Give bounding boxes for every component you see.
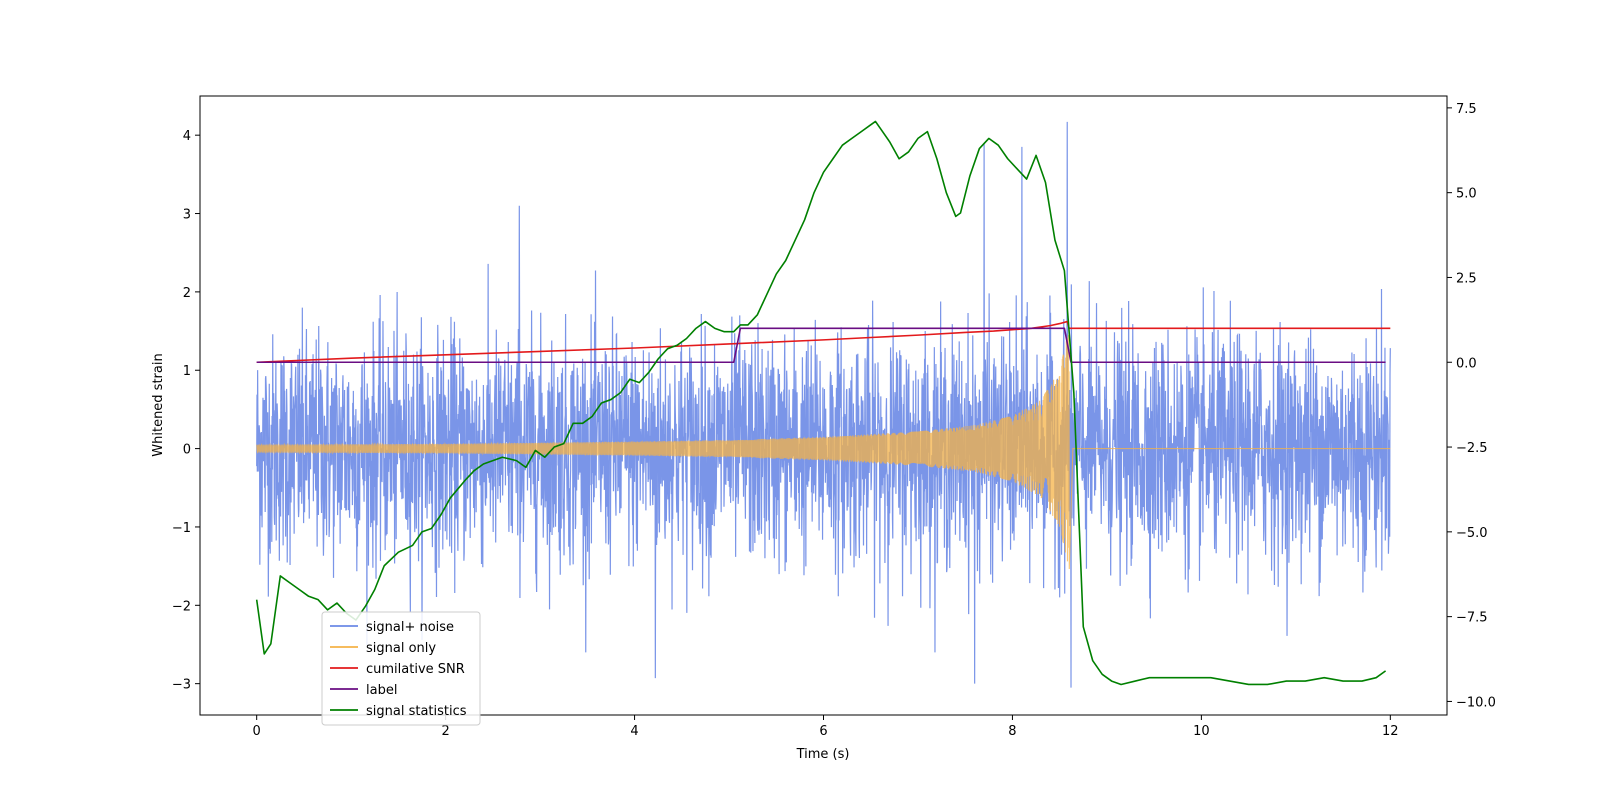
y-tick-label: 2 (183, 286, 191, 301)
x-tick-label: 12 (1382, 724, 1399, 739)
legend-label: cumilative SNR (366, 662, 465, 677)
y2-tick-label: 5.0 (1456, 187, 1477, 202)
y2-tick-label: −2.5 (1456, 441, 1488, 456)
legend-label: signal+ noise (366, 620, 454, 635)
legend-label: signal statistics (366, 704, 467, 719)
x-tick-label: 0 (253, 724, 261, 739)
y-tick-label: −1 (172, 521, 191, 536)
legend: signal+ noise signal only cumilative SNR la… (321, 611, 481, 726)
x-tick-label: 4 (630, 724, 638, 739)
y-axis-right: −10.0 −7.5 −5.0 −2.5 0.0 2.5 5.0 7.5 (1447, 102, 1496, 710)
series-signal-statistics (255, 120, 1387, 686)
y2-tick-label: 2.5 (1456, 271, 1477, 286)
legend-label: signal only (366, 641, 436, 656)
y-axis-left: −3 −2 −1 0 1 2 3 4 (172, 129, 200, 693)
x-tick-label: 2 (441, 724, 449, 739)
y-tick-label: 4 (183, 129, 191, 144)
series-label (256, 327, 1386, 364)
y-tick-label: 1 (183, 364, 191, 379)
x-axis-label: Time (s) (796, 747, 850, 762)
y-tick-label: −3 (172, 678, 191, 693)
y2-tick-label: 0.0 (1456, 356, 1477, 371)
y2-tick-label: 7.5 (1456, 102, 1477, 117)
y-tick-label: 3 (183, 208, 191, 223)
x-tick-label: 10 (1193, 724, 1210, 739)
y2-tick-label: −10.0 (1456, 695, 1496, 710)
y-axis-label: Whitened strain (151, 353, 166, 456)
y-tick-label: 0 (183, 443, 191, 458)
x-tick-label: 6 (819, 724, 827, 739)
series-layer (255, 120, 1391, 688)
x-tick-label: 8 (1008, 724, 1016, 739)
legend-box (321, 611, 481, 726)
y2-tick-label: −7.5 (1456, 611, 1488, 626)
y2-tick-label: −5.0 (1456, 526, 1488, 541)
y-tick-label: −2 (172, 599, 191, 614)
series-cumulative-snr (256, 320, 1391, 364)
series-signal-only (256, 335, 1391, 569)
legend-label: label (366, 683, 397, 698)
series-signal-noise (256, 121, 1391, 688)
